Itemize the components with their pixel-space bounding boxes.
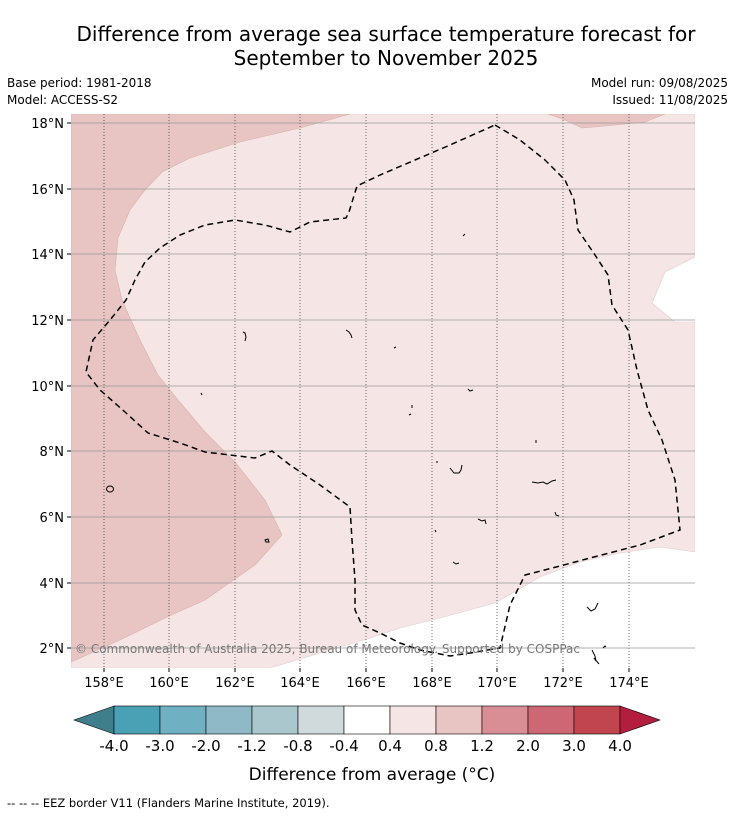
x-tick-label: 170°E [477,676,517,691]
colorbar-tick-label: -0.8 [283,737,312,755]
colorbar-swatch [113,705,161,735]
y-tick-label: 16°N [31,183,64,198]
colorbar-tick-label: 3.0 [562,737,586,755]
colorbar-swatch [159,705,207,735]
colorbar-swatch [251,705,299,735]
x-tick-label: 166°E [346,676,386,691]
colorbar-tick-labels: -4.0 -3.0 -2.0 -1.2 -0.8 -0.4 0.4 0.8 1.2 2.0 3.0 4… [99,737,632,755]
y-tick-label: 10°N [31,380,64,395]
colorbar-tick-label: -2.0 [191,737,220,755]
colorbar-swatch [205,705,253,735]
colorbar-swatch [389,705,437,735]
island-outlines [106,233,607,665]
y-tick-label: 8°N [40,445,65,460]
model-name: Model: ACCESS-S2 [7,93,119,107]
x-tick-label: 168°E [412,676,452,691]
colorbar-tick-label: -4.0 [99,737,128,755]
chart-title: Difference from average sea surface temp… [0,22,736,70]
colorbar-extend-low [73,705,115,735]
x-tick-label: 162°E [215,676,255,691]
x-tick-label: 158°E [84,676,124,691]
base-period: Base period: 1981-2018 [7,76,152,90]
x-tick-label: 174°E [609,676,649,691]
y-tick-label: 14°N [31,248,64,263]
colorbar-swatch [527,705,575,735]
latitude-gridlines [71,122,695,649]
x-tick-label: 160°E [149,676,189,691]
colorbar-swatch [435,705,483,735]
colorbar-extend-high [619,705,661,735]
longitude-gridlines [103,114,630,668]
meta-left: Base period: 1981-2018 Model: ACCESS-S2 [7,75,152,109]
colorbar-swatch [481,705,529,735]
issued-date: Issued: 11/08/2025 [612,93,728,107]
y-tick-label: 2°N [40,642,65,657]
tick-marks [67,122,630,672]
anomaly-region-0.8-1.2-west [71,114,351,663]
model-run: Model run: 09/08/2025 [590,76,728,90]
colorbar-swatch [343,705,391,735]
colorbar-swatches [73,705,661,735]
title-line-1: Difference from average sea surface temp… [76,22,696,46]
meta-right: Model run: 09/08/2025 Issued: 11/08/2025 [591,75,728,109]
colorbar-swatch [573,705,621,735]
y-tick-labels: 18°N 16°N 14°N 12°N 10°N 8°N 6°N 4°N 2°N [31,117,64,657]
colorbar-tick-label: 4.0 [608,737,632,755]
eez-legend-note: -- -- -- EEZ border V11 (Flanders Marine… [7,796,330,810]
copyright-notice: © Commonwealth of Australia 2025, Bureau… [75,642,580,656]
x-tick-label: 164°E [280,676,320,691]
colorbar-label: Difference from average (°C) [248,765,496,785]
colorbar-tick-label: 0.4 [378,737,402,755]
colorbar-swatch [297,705,345,735]
map-plot-area: © Commonwealth of Australia 2025, Bureau… [71,114,695,668]
y-tick-label: 6°N [40,511,65,526]
y-tick-label: 4°N [40,577,65,592]
colorbar-tick-label: 0.8 [424,737,448,755]
colorbar-tick-label: -1.2 [237,737,266,755]
colorbar-tick-label: 2.0 [516,737,540,755]
forecast-map: © Commonwealth of Australia 2025, Bureau… [31,114,695,691]
x-tick-label: 172°E [543,676,583,691]
colorbar-tick-label: 1.2 [470,737,494,755]
colorbar-tick-label: -0.4 [329,737,358,755]
colorbar-tick-label: -3.0 [145,737,174,755]
y-tick-label: 18°N [31,117,64,132]
x-tick-labels: 158°E 160°E 162°E 164°E 166°E 168°E 170°… [84,676,649,691]
title-line-2: September to November 2025 [233,46,539,70]
y-tick-label: 12°N [31,314,64,329]
anomaly-region-0.8-1.2-north [547,114,666,129]
